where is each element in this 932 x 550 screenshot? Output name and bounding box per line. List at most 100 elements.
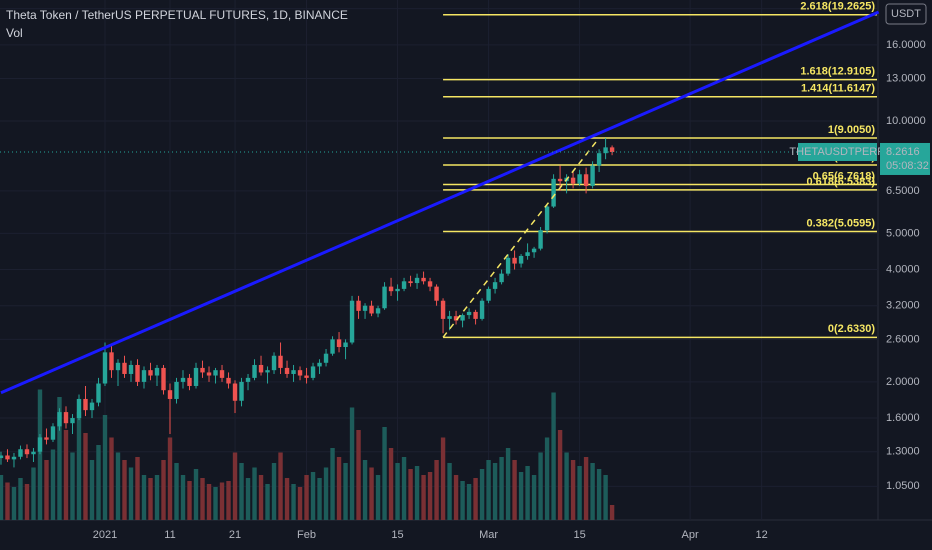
- volume-bar: [369, 467, 374, 520]
- countdown-label: 05:08:32: [886, 160, 929, 172]
- volume-bar: [388, 448, 394, 520]
- candle-body: [271, 355, 277, 371]
- candle-body: [245, 377, 251, 382]
- volume-bar: [200, 478, 205, 520]
- volume-bar: [440, 437, 446, 520]
- volume-bar: [499, 457, 504, 520]
- candle-body: [609, 147, 615, 153]
- candle-body: [512, 257, 517, 264]
- candle-body: [401, 281, 407, 289]
- candle-body: [570, 177, 576, 184]
- candle-body: [76, 398, 82, 419]
- volume-bar: [57, 397, 62, 520]
- volume-bar: [466, 484, 472, 520]
- candle-body: [206, 372, 212, 376]
- time-tick-label: 2021: [93, 529, 117, 541]
- currency-label[interactable]: USDT: [891, 8, 921, 20]
- volume-bar: [356, 430, 361, 520]
- volume-bar: [180, 475, 186, 520]
- volume-bar: [193, 469, 199, 520]
- price-tick-label: 2.0000: [886, 376, 920, 388]
- candle-body: [219, 370, 225, 378]
- candle-body: [349, 300, 355, 343]
- candle-body: [187, 377, 192, 386]
- price-box: [880, 142, 930, 175]
- candle-body: [31, 451, 36, 455]
- candle-body: [427, 281, 433, 287]
- candle-body: [239, 381, 244, 401]
- candle-body: [50, 426, 56, 440]
- volume-bar: [427, 472, 433, 520]
- candle-body: [382, 286, 387, 309]
- volume-bar: [375, 475, 381, 520]
- volume-bar: [447, 463, 452, 520]
- volume-bar: [109, 437, 114, 520]
- candle-body: [557, 178, 563, 182]
- volume-bar: [252, 467, 257, 520]
- candle-body: [284, 367, 290, 374]
- volume-bar: [44, 460, 49, 520]
- candle-body: [213, 370, 218, 376]
- volume-bar: [544, 437, 550, 520]
- volume-bar: [89, 460, 95, 520]
- candle-body: [37, 437, 43, 452]
- volume-bar: [37, 389, 43, 520]
- candle-body: [343, 342, 348, 348]
- candle-body: [583, 174, 589, 186]
- candle-body: [603, 147, 608, 154]
- candle-body: [577, 174, 582, 184]
- candle-body: [317, 362, 322, 367]
- currency-box[interactable]: [885, 3, 927, 25]
- candle-body: [102, 352, 108, 384]
- volume-bar: [18, 478, 23, 520]
- volume-bar: [161, 460, 166, 520]
- time-tick-label: 12: [756, 529, 768, 541]
- fib-label: 0.65(6.7618): [813, 170, 876, 182]
- volume-bar: [453, 475, 459, 520]
- candle-body: [57, 412, 62, 427]
- candle-body: [11, 456, 17, 460]
- volume-bar: [304, 475, 309, 520]
- volume-bar: [141, 475, 147, 520]
- candle-body: [63, 412, 69, 424]
- volume-bar: [76, 412, 82, 520]
- volume-bar: [265, 484, 270, 520]
- volume-bar: [297, 487, 303, 520]
- volume-bar: [24, 484, 30, 520]
- volume-bar: [278, 452, 283, 520]
- volume-bar: [187, 481, 192, 520]
- volume-bar: [460, 481, 465, 520]
- volume-bar: [473, 478, 478, 520]
- trend-line: [0, 10, 880, 395]
- candle-body: [24, 449, 30, 455]
- time-tick-label: 15: [391, 529, 403, 541]
- candle-body: [356, 300, 361, 311]
- candle-body: [525, 252, 530, 256]
- volume-bar: [408, 469, 413, 520]
- candle-body: [421, 277, 426, 282]
- candle-body: [232, 383, 238, 401]
- volume-bar: [239, 463, 244, 520]
- volume-bar: [291, 484, 296, 520]
- volume-bar: [63, 430, 69, 520]
- volume-bar: [564, 452, 569, 520]
- volume-bar: [401, 457, 407, 520]
- candle-body: [0, 455, 4, 459]
- price-tick-label: 16.0000: [886, 39, 926, 51]
- volume-bar: [50, 449, 56, 520]
- volume-bar: [167, 437, 173, 520]
- volume-bar: [577, 466, 582, 520]
- candle-body: [226, 377, 231, 384]
- candle-body: [200, 367, 205, 373]
- price-tick-label: 1.0500: [886, 480, 920, 492]
- candle-body: [323, 353, 329, 363]
- volume-bar: [148, 478, 153, 520]
- fib-trend-line: [442, 137, 600, 338]
- candle-body: [551, 178, 556, 207]
- volume-bar: [343, 463, 348, 520]
- price-tick-label: 3.2000: [886, 300, 920, 312]
- volume-bar: [115, 452, 121, 520]
- candle-body: [96, 383, 101, 403]
- candle-body: [161, 367, 166, 391]
